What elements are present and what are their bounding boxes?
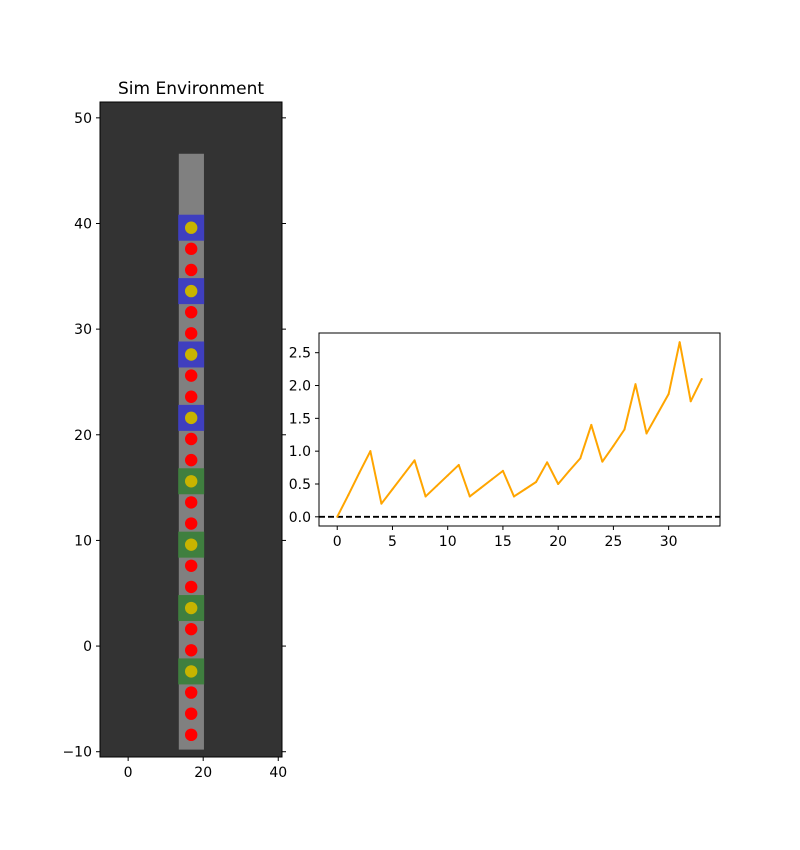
sim-environment-panel: Sim Environment 0 20 40 −10 0 10 20 30 40 50	[62, 79, 287, 781]
series-point-0-26	[623, 428, 626, 431]
red-point-7	[184, 453, 198, 467]
red-point-12	[184, 622, 198, 636]
series-point-0-27	[634, 383, 637, 386]
series-point-0-32	[689, 400, 692, 403]
red-point-1	[184, 263, 198, 277]
line-y-tick-label-3: 1.5	[289, 411, 311, 427]
line-y-tick-label-0: 0.0	[289, 510, 311, 526]
line-x-tick-label-2: 10	[439, 534, 457, 550]
series-point-0-7	[413, 459, 416, 462]
yellow-point-4	[184, 475, 198, 488]
red-point-8	[184, 496, 198, 509]
env-y-tick-label-6: 50	[74, 111, 92, 127]
line-y-tick-label-4: 2.0	[289, 379, 311, 395]
series-point-0-9	[435, 484, 438, 487]
environment-axes: 0 20 40 −10 0 10 20 30 40 50	[62, 111, 287, 781]
series-point-0-31	[678, 341, 681, 344]
line-x-tick-label-6: 30	[660, 534, 678, 550]
series-point-0-5	[391, 488, 394, 491]
yellow-point-6	[184, 601, 198, 615]
series-point-0-10	[446, 474, 449, 477]
env-x-tick-label-0: 0	[124, 765, 133, 781]
env-y-tick-label-5: 40	[74, 216, 92, 232]
line-x-tick-label-1: 5	[388, 534, 397, 550]
series-point-0-17	[524, 488, 527, 491]
red-point-9	[184, 517, 198, 530]
series-point-0-21	[568, 469, 571, 472]
env-y-tick-label-3: 20	[74, 428, 92, 444]
env-y-tick-label-2: 10	[74, 533, 92, 549]
line-x-tick-label-4: 20	[549, 534, 567, 550]
series-point-0-15	[501, 469, 504, 472]
line-y-tick-label-5: 2.5	[289, 346, 311, 362]
red-point-2	[184, 306, 198, 319]
env-x-tick-label-1: 20	[194, 765, 212, 781]
environment-frame	[99, 101, 283, 758]
series-line-0	[336, 341, 703, 518]
line-x-tick-label-0: 0	[333, 534, 342, 550]
red-point-6	[184, 432, 198, 446]
series-point-0-3	[369, 450, 372, 453]
line-chart-axes: 0 5 10 15 20 25 30 0.0 0.5 1.0 1.5 2.0 2.5	[289, 346, 678, 550]
red-point-15	[184, 707, 198, 720]
red-point-3	[184, 327, 198, 340]
series-point-0-6	[402, 473, 405, 476]
line-y-tick-label-2: 1.0	[289, 444, 311, 460]
series-point-0-29	[656, 412, 659, 415]
line-x-tick-label-5: 25	[604, 534, 622, 550]
red-point-13	[184, 644, 198, 657]
series-point-0-16	[512, 495, 515, 498]
series-point-0-14	[490, 478, 493, 481]
yellow-point-0	[184, 221, 198, 234]
series-point-0-4	[380, 502, 383, 505]
series-point-0-23	[590, 423, 593, 426]
line-y-tick-label-1: 0.5	[289, 477, 311, 493]
env-x-tick-label-2: 40	[269, 765, 287, 781]
series-point-0-2	[358, 471, 361, 474]
line-chart-panel: 0 5 10 15 20 25 30 0.0 0.5 1.0 1.5 2.0 2.5	[289, 332, 721, 550]
series-point-0-0	[336, 515, 339, 518]
series-point-0-30	[667, 393, 670, 396]
series-point-0-1	[347, 494, 350, 497]
red-point-4	[184, 369, 198, 382]
series-point-0-22	[579, 457, 582, 460]
series-point-0-12	[468, 495, 471, 498]
yellow-point-3	[184, 411, 198, 425]
yellow-point-2	[184, 348, 198, 361]
yellow-point-5	[184, 538, 198, 551]
env-y-tick-label-4: 30	[74, 322, 92, 338]
sim-environment-title: Sim Environment	[118, 79, 264, 99]
series-point-0-13	[479, 486, 482, 489]
red-point-14	[184, 686, 198, 699]
red-point-11	[184, 580, 198, 594]
series-point-0-28	[645, 432, 648, 435]
series-point-0-20	[557, 482, 560, 485]
yellow-point-7	[184, 665, 198, 678]
series-point-0-8	[424, 495, 427, 498]
line-chart-frame	[318, 332, 721, 527]
env-y-tick-label-0: −10	[62, 745, 92, 761]
series-point-0-18	[535, 481, 538, 484]
red-point-16	[184, 728, 198, 742]
series-point-0-25	[612, 444, 615, 447]
series-point-0-33	[700, 377, 703, 380]
series-point-0-19	[546, 461, 549, 464]
environment-marks	[178, 153, 205, 750]
line-chart-marks	[319, 341, 720, 518]
red-point-0	[184, 242, 198, 256]
yellow-point-1	[184, 284, 198, 298]
env-y-tick-label-1: 0	[83, 639, 92, 655]
line-x-tick-label-3: 15	[494, 534, 512, 550]
series-point-0-11	[457, 463, 460, 466]
series-point-0-24	[601, 460, 604, 463]
red-point-10	[184, 559, 198, 572]
red-point-5	[184, 390, 198, 403]
